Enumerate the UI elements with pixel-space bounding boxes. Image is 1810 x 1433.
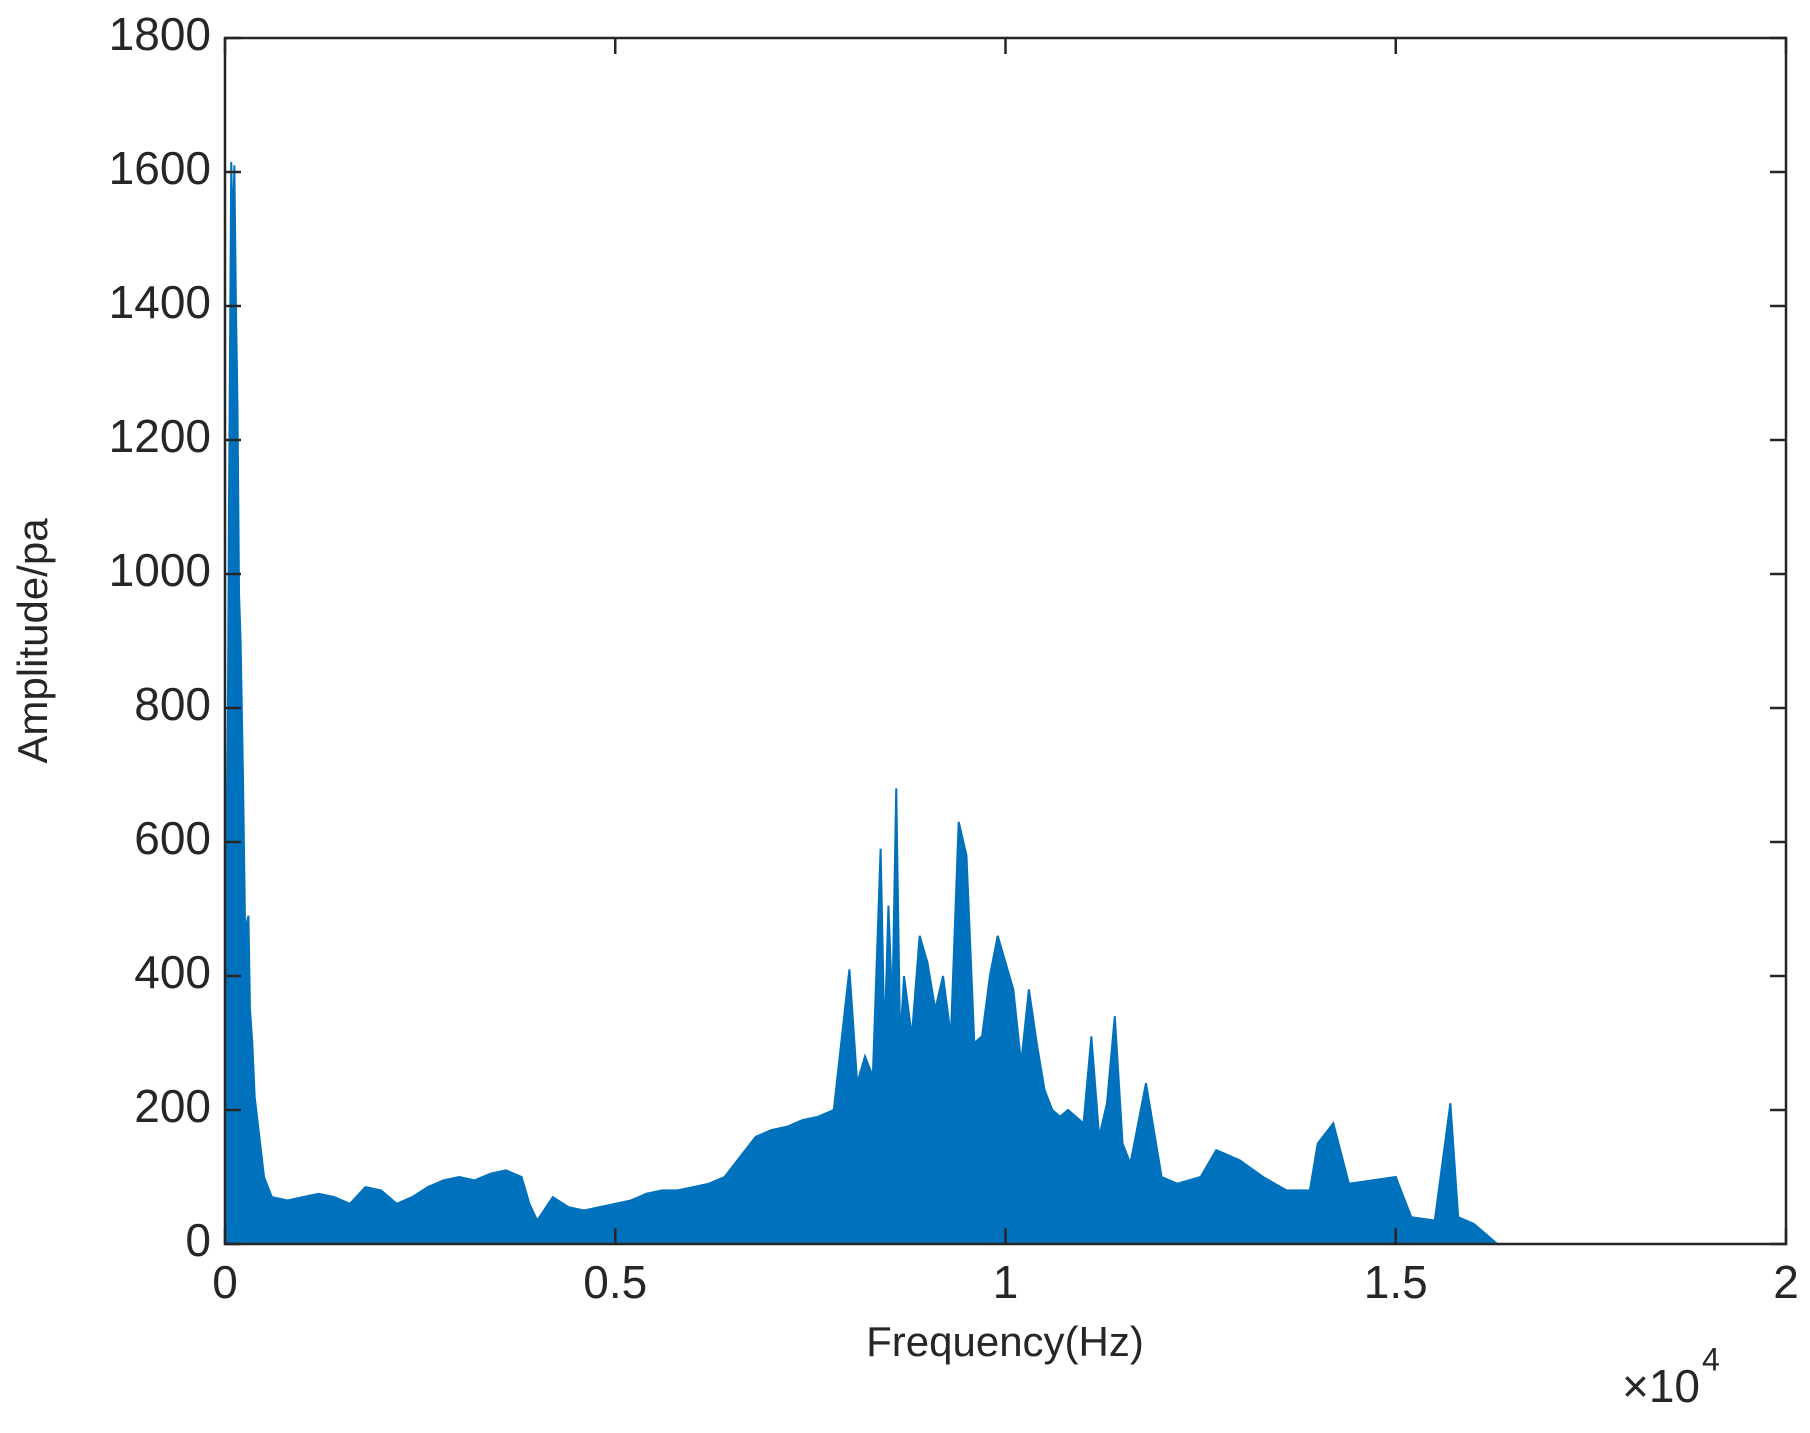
x-tick-label: 1: [993, 1256, 1019, 1308]
x-tick-label: 1.5: [1364, 1256, 1428, 1308]
y-axis-label: Amplitude/pa: [9, 518, 56, 764]
y-tick-label: 1000: [109, 544, 211, 596]
y-tick-label: 1200: [109, 410, 211, 462]
y-tick-label: 200: [134, 1080, 211, 1132]
y-tick-label: 400: [134, 946, 211, 998]
y-tick-label: 0: [185, 1214, 211, 1266]
x-tick-label: 0.5: [583, 1256, 647, 1308]
y-tick-label: 600: [134, 812, 211, 864]
y-tick-label: 1800: [109, 8, 211, 60]
y-tick-label: 1400: [109, 276, 211, 328]
x-axis-label: Frequency(Hz): [866, 1318, 1144, 1365]
x-scale-text: ×10: [1622, 1360, 1700, 1412]
x-tick-label: 0: [212, 1256, 238, 1308]
x-tick-label: 2: [1773, 1256, 1799, 1308]
spectrum-line: [224, 161, 1786, 1245]
y-tick-label: 1600: [109, 142, 211, 194]
x-scale-exponent: 4: [1702, 1341, 1720, 1377]
y-tick-label: 800: [134, 678, 211, 730]
